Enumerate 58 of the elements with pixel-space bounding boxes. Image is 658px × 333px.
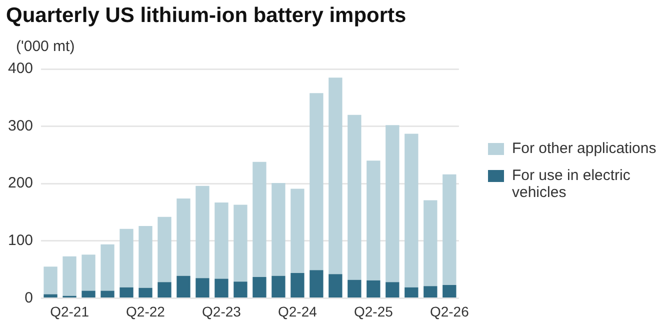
legend-label: For use in electric vehicles <box>512 167 632 201</box>
bar <box>82 254 96 291</box>
bar <box>196 186 210 278</box>
x-tick-label: Q2-22 <box>126 303 166 320</box>
bar <box>386 125 400 282</box>
bar <box>366 280 380 298</box>
y-tick-label: 0 <box>24 289 34 306</box>
x-tick-label: Q2-21 <box>50 303 90 320</box>
bar <box>328 78 342 274</box>
bar <box>138 288 152 298</box>
bar <box>252 162 266 277</box>
bar <box>348 280 362 298</box>
bar <box>44 294 58 298</box>
bar <box>272 276 286 298</box>
bar <box>158 282 172 298</box>
bar <box>82 290 96 298</box>
bar <box>272 183 286 276</box>
bar <box>404 134 418 288</box>
bar <box>442 285 456 298</box>
bar <box>366 160 380 280</box>
x-tick-label: Q2-23 <box>202 303 242 320</box>
bar <box>442 174 456 286</box>
bar <box>310 270 324 298</box>
legend-label: For other applications <box>512 140 656 157</box>
bar <box>100 244 114 291</box>
x-tick-label: Q2-25 <box>354 303 394 320</box>
bar <box>310 93 324 270</box>
y-tick-label: 200 <box>8 174 34 192</box>
x-tick-label: Q2-24 <box>278 303 318 320</box>
bar <box>290 188 304 273</box>
bar <box>176 198 190 276</box>
bar <box>348 114 362 280</box>
y-tick-label: 300 <box>8 117 34 134</box>
bar <box>290 272 304 298</box>
chart-title: Quarterly US lithium-ion battery imports <box>6 4 406 28</box>
x-tick-label: Q2-26 <box>430 303 470 320</box>
bar <box>328 274 342 298</box>
bar <box>120 228 134 288</box>
y-tick-label: 400 <box>8 60 34 78</box>
bar <box>138 226 152 288</box>
bar <box>44 266 58 294</box>
bar <box>386 282 400 298</box>
bar <box>62 256 76 296</box>
bar <box>234 282 248 298</box>
bar <box>196 278 210 298</box>
bar <box>100 290 114 298</box>
bar <box>120 287 134 298</box>
bar <box>234 204 248 282</box>
bar <box>176 276 190 298</box>
bar <box>214 202 228 279</box>
bar <box>424 286 438 298</box>
bar <box>404 287 418 298</box>
bar <box>424 200 438 286</box>
bar <box>158 216 172 282</box>
bar <box>214 278 228 298</box>
y-tick-label: 100 <box>8 232 34 250</box>
bar <box>252 277 266 298</box>
y-axis-title: ('000 mt) <box>16 38 75 55</box>
